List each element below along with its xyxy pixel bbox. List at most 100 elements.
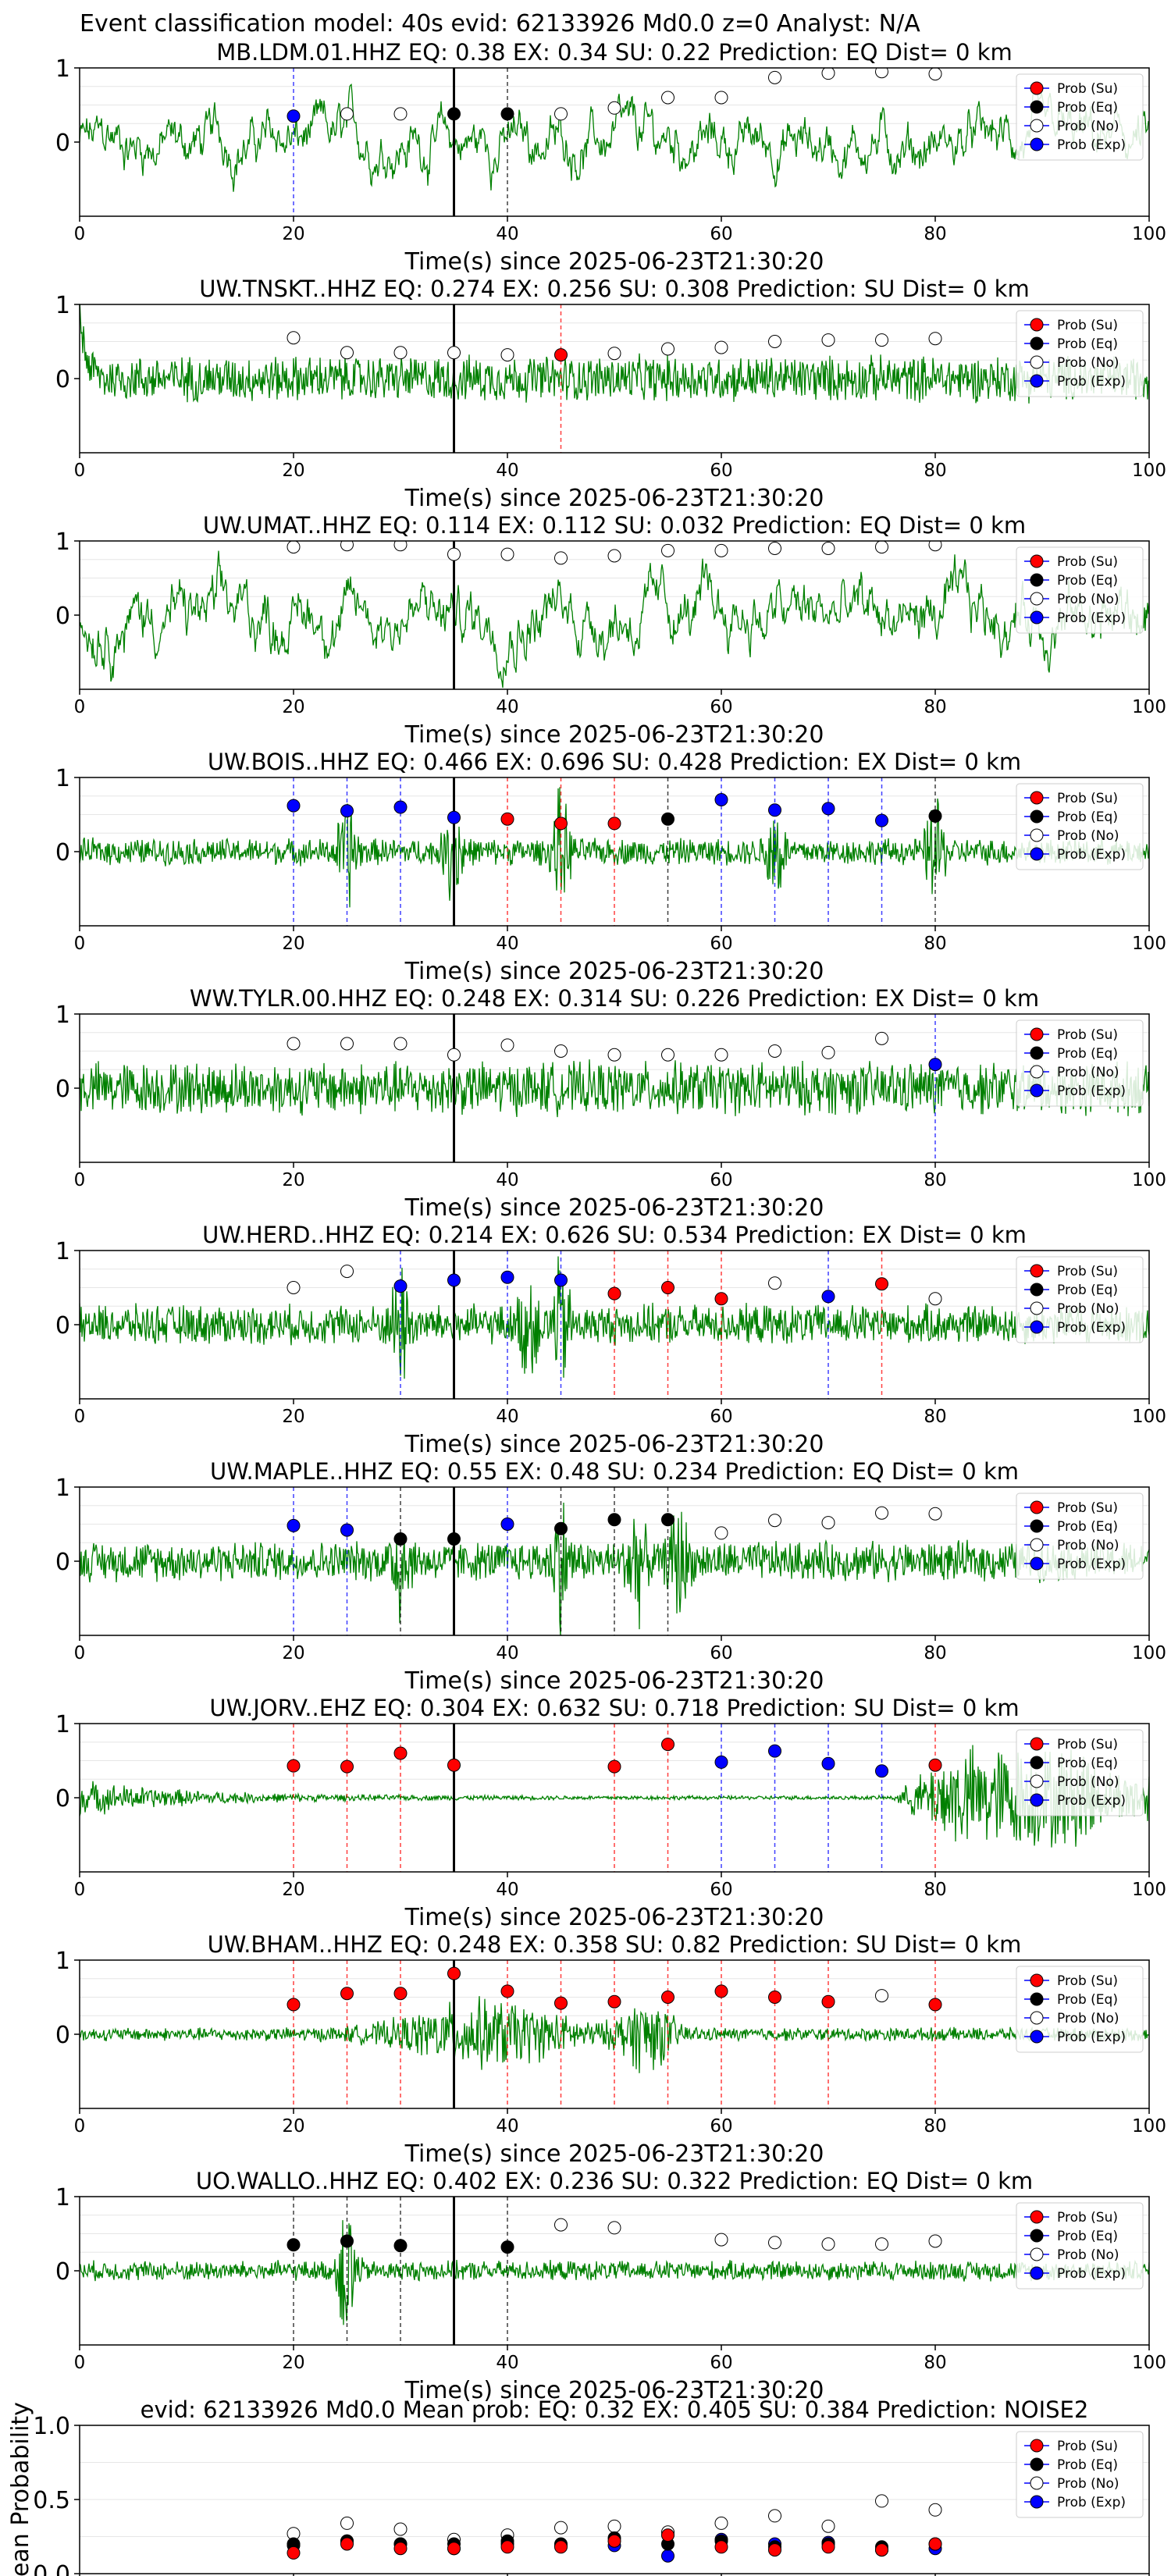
legend-label: Prob (No) bbox=[1057, 1538, 1119, 1553]
prob-point bbox=[661, 1991, 674, 2004]
legend-marker-eq bbox=[1030, 1756, 1044, 1770]
prob-point bbox=[821, 333, 835, 347]
legend-marker-exp bbox=[1030, 2266, 1044, 2280]
prob-point bbox=[393, 1279, 408, 1293]
x-axis-label: Time(s) since 2025-06-23T21:30:20 bbox=[404, 248, 824, 276]
legend-label: Prob (Su) bbox=[1057, 2210, 1118, 2226]
y-tick-label: 0.5 bbox=[33, 2487, 70, 2514]
legend-label: Prob (Exp) bbox=[1057, 374, 1126, 390]
prob-point bbox=[287, 109, 301, 123]
prob-point bbox=[554, 1044, 568, 1058]
prob-point bbox=[500, 2240, 514, 2254]
waveform-trace bbox=[80, 2220, 1149, 2325]
legend-label: Prob (Su) bbox=[1057, 1264, 1118, 1279]
prob-point bbox=[928, 1998, 942, 2012]
prob-point bbox=[768, 1514, 781, 1528]
x-tick-label: 0 bbox=[74, 2116, 86, 2137]
legend-label: Prob (Exp) bbox=[1057, 2495, 1126, 2510]
y-tick-label: 0 bbox=[55, 1076, 70, 1103]
legend-marker-exp bbox=[1030, 1557, 1044, 1571]
waveform-trace bbox=[80, 304, 1149, 404]
prob-point bbox=[500, 1984, 514, 1998]
x-tick-label: 80 bbox=[924, 224, 946, 244]
subplot-title: UO.WALLO..HHZ EQ: 0.402 EX: 0.236 SU: 0.… bbox=[196, 2168, 1033, 2194]
prob-point bbox=[875, 813, 888, 827]
legend-marker-su bbox=[1030, 81, 1044, 95]
legend: Prob (Su) Prob (Eq) Prob (No) Prob (Exp) bbox=[1016, 1966, 1144, 2053]
mean-prob-point bbox=[661, 2528, 674, 2542]
legend-box bbox=[1016, 1966, 1144, 2053]
x-tick-label: 80 bbox=[924, 1643, 946, 1663]
prob-point bbox=[875, 2237, 888, 2251]
y-tick-label: 0 bbox=[55, 839, 70, 866]
plot-area bbox=[80, 1014, 1149, 1162]
legend-marker-no bbox=[1030, 592, 1044, 606]
subplot-1: UW.TNSKT..HHZ EQ: 0.274 EX: 0.256 SU: 0.… bbox=[55, 276, 1166, 512]
legend-label: Prob (Exp) bbox=[1057, 847, 1126, 863]
legend-label: Prob (Su) bbox=[1057, 554, 1118, 570]
x-tick-label: 60 bbox=[710, 461, 732, 481]
prob-point bbox=[447, 346, 461, 360]
prob-point bbox=[928, 541, 942, 552]
prob-point bbox=[554, 348, 568, 362]
subplot-7: UW.JORV..EHZ EQ: 0.304 EX: 0.632 SU: 0.7… bbox=[55, 1695, 1166, 1931]
y-tick-label: 1 bbox=[55, 765, 70, 792]
prob-point bbox=[714, 2233, 728, 2247]
x-tick-label: 20 bbox=[282, 224, 304, 244]
subplot-title: UW.JORV..EHZ EQ: 0.304 EX: 0.632 SU: 0.7… bbox=[209, 1695, 1019, 1721]
mean-prob-point bbox=[340, 2537, 354, 2551]
prob-point bbox=[714, 340, 728, 354]
prob-point bbox=[607, 1759, 621, 1774]
legend-label: Prob (No) bbox=[1057, 2247, 1119, 2263]
legend-marker-eq bbox=[1030, 2229, 1044, 2243]
x-tick-label: 100 bbox=[1132, 2116, 1166, 2137]
legend-marker-no bbox=[1030, 2011, 1044, 2025]
legend-marker-eq bbox=[1030, 573, 1044, 587]
prob-point bbox=[607, 347, 621, 361]
x-tick-label: 100 bbox=[1132, 461, 1166, 481]
subplot-4: WW.TYLR.00.HHZ EQ: 0.248 EX: 0.314 SU: 0… bbox=[55, 985, 1166, 1222]
legend-marker-no bbox=[1030, 1065, 1044, 1079]
plot-area bbox=[287, 2494, 942, 2563]
x-axis-label: Time(s) since 2025-06-23T21:30:20 bbox=[404, 1904, 824, 1931]
x-tick-label: 100 bbox=[1132, 2353, 1166, 2373]
x-tick-label: 0 bbox=[74, 1643, 86, 1663]
prob-point bbox=[287, 1998, 301, 2012]
y-tick-label: 1 bbox=[55, 1711, 70, 1738]
prob-point bbox=[393, 1037, 408, 1051]
prob-point bbox=[928, 1058, 942, 1072]
prob-point bbox=[821, 2237, 835, 2251]
y-axis-label: Mean Probability bbox=[7, 2402, 34, 2576]
prob-point bbox=[875, 1277, 888, 1291]
legend-box bbox=[1016, 783, 1144, 870]
mean-prob-point bbox=[714, 2540, 728, 2554]
prob-point bbox=[928, 809, 942, 823]
x-tick-label: 100 bbox=[1132, 224, 1166, 244]
mean-prob-point bbox=[875, 2543, 888, 2557]
prob-point bbox=[500, 348, 514, 362]
subplot-title: UW.TNSKT..HHZ EQ: 0.274 EX: 0.256 SU: 0.… bbox=[199, 276, 1029, 302]
prob-point bbox=[875, 333, 888, 347]
waveform-trace bbox=[80, 83, 1149, 192]
legend-marker-su bbox=[1030, 1500, 1044, 1514]
legend-label: Prob (Eq) bbox=[1057, 809, 1118, 825]
legend-box bbox=[1016, 2202, 1144, 2290]
subplot-title: UW.HERD..HHZ EQ: 0.214 EX: 0.626 SU: 0.5… bbox=[202, 1222, 1027, 1248]
prob-point bbox=[447, 810, 461, 824]
x-tick-label: 0 bbox=[74, 934, 86, 954]
y-tick-label: 1 bbox=[55, 1475, 70, 1502]
x-tick-label: 60 bbox=[710, 1407, 732, 1427]
mean-prob-point bbox=[500, 2540, 514, 2554]
prob-point bbox=[554, 107, 568, 121]
mean-prob-point bbox=[287, 2546, 301, 2560]
prob-point bbox=[554, 1273, 568, 1287]
prob-point bbox=[393, 800, 408, 814]
prob-point bbox=[607, 1513, 621, 1527]
waveform-trace bbox=[80, 1745, 1149, 1848]
x-tick-label: 20 bbox=[282, 934, 304, 954]
legend: Prob (Su) Prob (Eq) Prob (No) Prob (Exp) bbox=[1016, 1493, 1144, 1580]
legend-label: Prob (Su) bbox=[1057, 1973, 1118, 1989]
x-tick-label: 40 bbox=[496, 2116, 518, 2137]
plot-area bbox=[80, 1960, 1149, 2108]
legend: Prob (Su) Prob (Eq) Prob (No) Prob (Exp) bbox=[1016, 783, 1144, 870]
